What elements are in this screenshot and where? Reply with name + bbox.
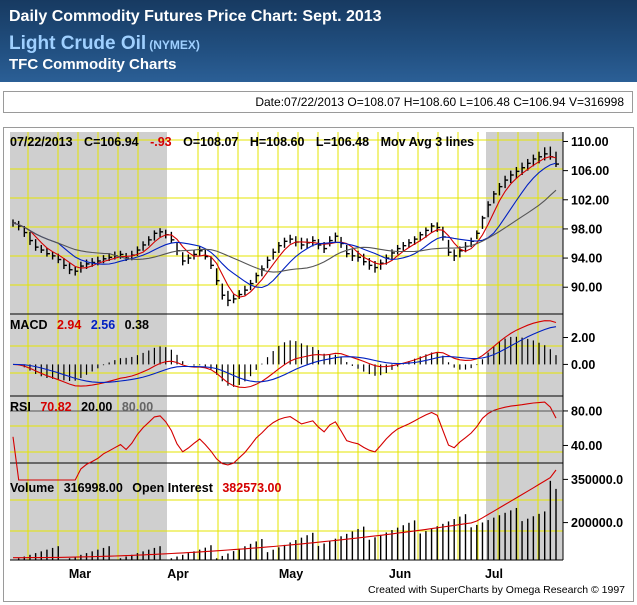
rsi-tick-label-1: 40.00 — [571, 439, 602, 453]
rsi-header: RSI 70.82 20.00 80.00 — [10, 400, 153, 414]
price-study: Mov Avg 3 lines — [381, 135, 475, 149]
open-interest-label: Open Interest — [132, 481, 213, 495]
ma-slow-line — [12, 189, 557, 273]
price-close: C=106.94 — [84, 135, 139, 149]
price-tick-label-4: 94.00 — [571, 252, 602, 266]
x-label-jul: Jul — [485, 567, 503, 581]
rsi-tick-label-0: 80.00 — [571, 404, 602, 418]
commodity-label: Light Crude Oil — [9, 33, 147, 54]
macd-value: 2.94 — [57, 318, 81, 332]
x-label-apr: Apr — [167, 567, 189, 581]
chart-grid — [10, 132, 563, 560]
macd-hist-value: 0.38 — [125, 318, 149, 332]
macd-header: MACD 2.94 2.56 0.38 — [10, 318, 149, 332]
macd-tick-label-1: 0.00 — [571, 358, 595, 372]
x-label-may: May — [279, 567, 303, 581]
price-date: 07/22/2013 — [10, 135, 73, 149]
macd-tick-label-0: 2.00 — [571, 331, 595, 345]
ma-fast-line — [12, 156, 557, 298]
volume-value: 316998.00 — [64, 481, 123, 495]
exchange-label: (NYMEX) — [149, 38, 200, 52]
quote-text: Date:07/22/2013 O=108.07 H=108.60 L=106.… — [255, 95, 624, 109]
rsi-label: RSI — [10, 400, 31, 414]
macd-signal-line — [12, 326, 557, 383]
macd-signal-value: 2.56 — [91, 318, 115, 332]
page-title: Daily Commodity Futures Price Chart: Sep… — [9, 8, 382, 25]
volume-tick-label-1: 200000.0 — [571, 516, 623, 530]
y-axis-ticks: 110.00 106.00 102.00 98.00 94.00 90.00 2.00 0.0… — [563, 135, 623, 530]
open-interest-line — [13, 469, 557, 559]
rsi-line — [12, 401, 557, 481]
price-high: H=108.60 — [250, 135, 305, 149]
ma-mid-line — [12, 162, 557, 289]
x-label-jun: Jun — [389, 567, 411, 581]
open-interest-value: 382573.00 — [222, 481, 281, 495]
price-tick-label-2: 102.00 — [571, 193, 609, 207]
volume-series — [13, 469, 557, 560]
price-tick-label-1: 106.00 — [571, 164, 609, 178]
site-subtitle: TFC Commodity Charts — [9, 56, 177, 73]
price-bars — [12, 146, 559, 307]
volume-label: Volume — [10, 481, 54, 495]
rsi-lower: 20.00 — [81, 400, 112, 414]
price-tick-label-3: 98.00 — [571, 222, 602, 236]
header-banner: Daily Commodity Futures Price Chart: Sep… — [0, 0, 637, 82]
price-tick-label-0: 110.00 — [571, 135, 609, 149]
price-change: -.93 — [150, 135, 172, 149]
x-label-mar: Mar — [69, 567, 91, 581]
macd-series — [12, 320, 557, 389]
price-open: O=108.07 — [183, 135, 238, 149]
moving-average-lines — [12, 156, 557, 298]
price-tick-label-5: 90.00 — [571, 281, 602, 295]
quote-bar: Date:07/22/2013 O=108.07 H=108.60 L=106.… — [3, 91, 633, 113]
chart-credit: Created with SuperCharts by Omega Resear… — [368, 584, 625, 596]
volume-header: Volume 316998.00 Open Interest 382573.00 — [10, 481, 281, 495]
price-header: 07/22/2013 C=106.94 -.93 O=108.07 H=108.… — [10, 135, 474, 149]
rsi-upper: 80.00 — [122, 400, 153, 414]
macd-label: MACD — [10, 318, 48, 332]
volume-tick-label-0: 350000.0 — [571, 473, 623, 487]
rsi-series — [10, 401, 563, 481]
commodity-name: Light Crude Oil (NYMEX) — [9, 33, 200, 55]
rsi-value: 70.82 — [40, 400, 71, 414]
price-low: L=106.48 — [316, 135, 369, 149]
